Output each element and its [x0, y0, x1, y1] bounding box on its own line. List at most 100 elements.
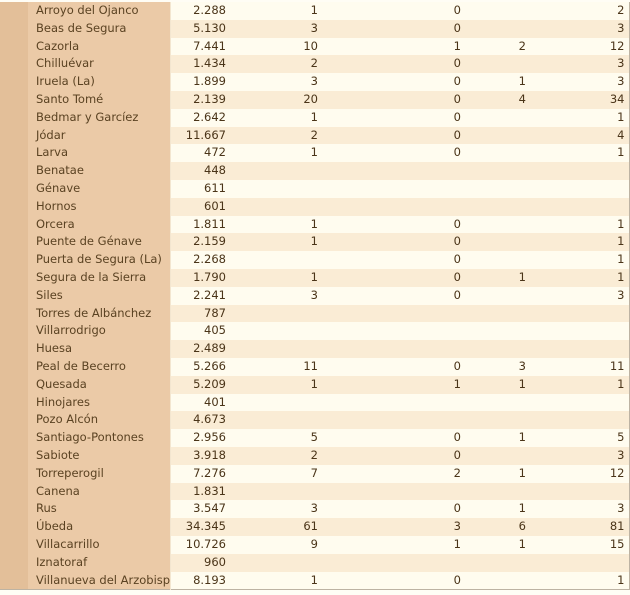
value-col-5: [465, 126, 530, 145]
value-col-3: 7: [230, 464, 322, 483]
table-row: Quesada 5.209 1 1 1 1: [0, 375, 629, 394]
value-col-4: 3: [322, 518, 465, 536]
value-col-3: 1: [230, 108, 322, 127]
value-col-4: 0: [322, 500, 465, 519]
population: 2.241: [169, 286, 230, 305]
municipality-name: Canena: [28, 482, 170, 501]
table-row: Puerta de Segura (La) 2.268 0 1: [0, 251, 629, 269]
population: 2.489: [169, 340, 230, 358]
row-margin: [0, 55, 28, 74]
value-col-4: 0: [322, 251, 465, 269]
population: 2.642: [169, 108, 230, 127]
table-row: Cazorla 7.441 10 1 2 12: [0, 37, 629, 56]
value-col-4: 0: [322, 446, 465, 465]
row-margin: [0, 268, 28, 287]
municipality-name: Quesada: [28, 375, 170, 394]
value-col-3: 61: [230, 518, 322, 536]
value-col-5: 1: [465, 535, 530, 554]
value-col-6: 1: [530, 108, 629, 127]
value-col-6: 3: [530, 55, 629, 74]
municipality-name: Bedmar y Garcíez: [28, 108, 170, 127]
population: 5.209: [169, 375, 230, 394]
population: 1.434: [169, 55, 230, 74]
population: 2.956: [169, 429, 230, 447]
value-col-5: 3: [465, 357, 530, 376]
row-margin: [0, 393, 28, 412]
population: 1.811: [169, 215, 230, 234]
table-row: Bedmar y Garcíez 2.642 1 0 1: [0, 108, 629, 127]
table-row: Hornos 601: [0, 197, 629, 216]
value-col-3: 1: [230, 215, 322, 234]
row-margin: [0, 179, 28, 198]
value-col-3: [230, 304, 322, 323]
table-row: Villacarrillo 10.726 9 1 1 15: [0, 535, 629, 554]
value-col-5: [465, 571, 530, 590]
value-col-6: 1: [530, 144, 629, 163]
municipality-name: Úbeda: [28, 518, 170, 536]
municipality-name: Rus: [28, 500, 170, 519]
value-col-5: [465, 19, 530, 38]
table-row: Arroyo del Ojanco 2.288 1 0 2: [0, 2, 629, 20]
value-col-6: [530, 322, 629, 341]
table-row: Villarrodrigo 405: [0, 322, 629, 341]
municipality-name: Peal de Becerro: [28, 357, 170, 376]
population: 10.726: [169, 535, 230, 554]
municipality-name: Villanueva del Arzobispo: [28, 571, 170, 590]
row-margin: [0, 322, 28, 341]
table-row: Villanueva del Arzobispo 8.193 1 0 1: [0, 571, 629, 590]
municipality-name: Arroyo del Ojanco: [28, 2, 170, 20]
table-row: Beas de Segura 5.130 3 0 3: [0, 19, 629, 38]
value-col-3: 5: [230, 429, 322, 447]
row-margin: [0, 144, 28, 163]
population: 787: [169, 304, 230, 323]
table-row: Hinojares 401: [0, 393, 629, 412]
row-margin: [0, 286, 28, 305]
value-col-4: 0: [322, 90, 465, 109]
value-col-6: 3: [530, 286, 629, 305]
value-col-4: [322, 553, 465, 572]
value-col-4: 0: [322, 108, 465, 127]
row-margin: [0, 215, 28, 234]
value-col-3: [230, 322, 322, 341]
value-col-6: 3: [530, 73, 629, 91]
row-margin: [0, 411, 28, 430]
row-margin: [0, 162, 28, 180]
population: 3.547: [169, 500, 230, 519]
municipality-name: Orcera: [28, 215, 170, 234]
municipality-name: Santiago-Pontones: [28, 429, 170, 447]
municipality-name: Puente de Génave: [28, 233, 170, 252]
value-col-5: [465, 446, 530, 465]
value-col-3: [230, 162, 322, 180]
population: 401: [169, 393, 230, 412]
population: 2.268: [169, 251, 230, 269]
value-col-3: 2: [230, 55, 322, 74]
value-col-5: [465, 215, 530, 234]
municipality-name: Hinojares: [28, 393, 170, 412]
value-col-3: 3: [230, 19, 322, 38]
value-col-5: [465, 251, 530, 269]
value-col-6: [530, 482, 629, 501]
value-col-6: 1: [530, 268, 629, 287]
value-col-4: [322, 411, 465, 430]
value-col-6: [530, 411, 629, 430]
row-margin: [0, 464, 28, 483]
population: 601: [169, 197, 230, 216]
population: 2.139: [169, 90, 230, 109]
value-col-4: 0: [322, 357, 465, 376]
row-margin: [0, 73, 28, 91]
value-col-4: 0: [322, 73, 465, 91]
value-col-5: [465, 322, 530, 341]
value-col-5: [465, 179, 530, 198]
value-col-4: [322, 179, 465, 198]
value-col-4: 0: [322, 429, 465, 447]
table-row: Iruela (La) 1.899 3 0 1 3: [0, 73, 629, 91]
row-margin: [0, 482, 28, 501]
value-col-3: 9: [230, 535, 322, 554]
value-col-4: 1: [322, 535, 465, 554]
municipality-name: Huesa: [28, 340, 170, 358]
table-row: Torres de Albánchez 787: [0, 304, 629, 323]
value-col-5: [465, 2, 530, 20]
population: 960: [169, 553, 230, 572]
value-col-6: [530, 553, 629, 572]
